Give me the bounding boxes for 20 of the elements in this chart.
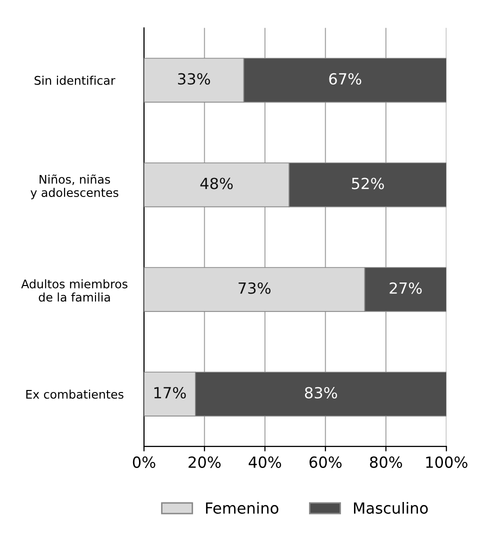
data-label: 27% (390, 282, 422, 294)
x-tick-label: 20% (188, 456, 221, 468)
data-label: 52% (352, 178, 384, 190)
x-tick-label: 0% (132, 456, 156, 468)
data-label: 48% (200, 178, 233, 190)
data-label: 73% (238, 282, 271, 294)
x-tick-label: 40% (248, 456, 282, 468)
y-tick-label: Ex combatientes (26, 390, 124, 399)
legend-label: Masculino (354, 502, 428, 514)
x-tick-label: 60% (310, 456, 342, 468)
y-tick-label: Niños, niñas y adolescentes (30, 174, 118, 200)
data-label: 67% (329, 73, 362, 85)
y-tick-label: Sin identificar (34, 76, 116, 85)
x-tick-label: 80% (370, 456, 402, 468)
data-label: 17% (154, 386, 186, 399)
data-label: 83% (304, 386, 338, 399)
legend-label: Femenino (206, 502, 278, 514)
y-tick-label: Adultos miembros de la familia (21, 279, 128, 302)
x-tick-label: 100% (426, 456, 468, 468)
data-label: 33% (178, 73, 210, 85)
